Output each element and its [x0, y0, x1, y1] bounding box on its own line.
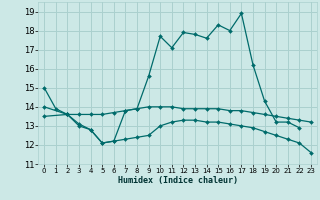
- X-axis label: Humidex (Indice chaleur): Humidex (Indice chaleur): [118, 176, 238, 185]
